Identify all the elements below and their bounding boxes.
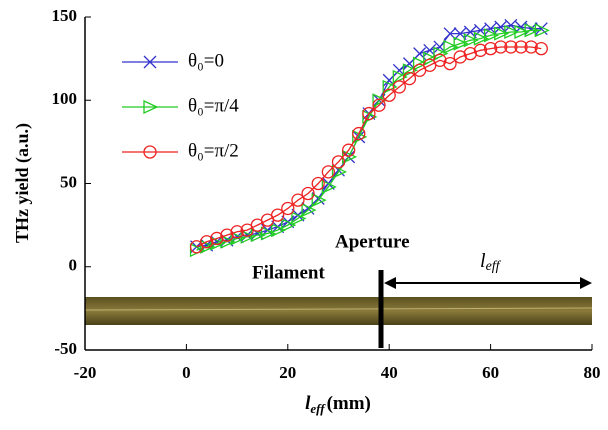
filament-image [85, 297, 592, 325]
marker [281, 201, 295, 216]
x-tick-label: -20 [74, 363, 97, 382]
marker [372, 98, 386, 112]
marker [331, 155, 346, 169]
marker [392, 80, 406, 94]
marker [463, 46, 477, 61]
y-tick-label: -50 [54, 339, 77, 358]
marker [200, 235, 214, 249]
marker [402, 63, 419, 78]
marker [433, 53, 447, 67]
y-tick-label: 50 [60, 172, 77, 191]
legend-label: θ₀=0 [188, 50, 224, 71]
legend-label: θ₀=π/2 [188, 140, 239, 161]
marker [311, 193, 327, 208]
legend-marker [143, 99, 159, 115]
marker [291, 211, 307, 226]
x-tick-label: 0 [182, 363, 191, 382]
marker [443, 56, 457, 71]
marker [534, 41, 548, 56]
marker [301, 186, 315, 201]
marker [494, 40, 508, 54]
aperture-label: Aperture [335, 231, 410, 252]
marker [504, 24, 520, 40]
marker [311, 176, 325, 191]
marker [230, 231, 246, 246]
marker [443, 39, 459, 54]
marker [331, 164, 348, 179]
legend-label: θ₀=π/4 [188, 95, 239, 116]
marker [453, 50, 467, 64]
marker [524, 40, 538, 54]
x-tick-label: 60 [482, 363, 499, 382]
marker [341, 143, 356, 157]
marker [524, 23, 540, 38]
series-line [196, 46, 542, 248]
marker [372, 93, 388, 108]
marker [483, 41, 498, 56]
marker [200, 239, 216, 254]
legend-marker [143, 55, 157, 69]
filament-label: Filament [252, 262, 325, 283]
marker [473, 43, 488, 57]
marker [321, 179, 337, 194]
length-label: leff [480, 250, 502, 275]
marker [321, 165, 336, 179]
marker [382, 79, 398, 94]
y-tick-label: 100 [52, 89, 78, 108]
marker [220, 228, 234, 242]
legend: θ₀=0 θ₀=π/4 θ₀=π/2 [112, 35, 282, 170]
y-tick-label: 0 [69, 256, 78, 275]
marker [453, 36, 469, 51]
x-tick-label: 80 [584, 363, 601, 382]
marker [352, 126, 366, 141]
x-tick-label: 20 [279, 363, 296, 382]
marker [291, 193, 305, 207]
marker [483, 28, 500, 43]
marker [514, 40, 528, 54]
marker [402, 71, 417, 86]
marker [433, 46, 449, 61]
marker [260, 226, 277, 241]
x-tick-label: 40 [381, 363, 398, 382]
marker [514, 24, 530, 40]
marker [412, 56, 429, 71]
filament-line [84, 307, 593, 311]
marker [473, 31, 490, 46]
marker [281, 218, 297, 233]
marker [494, 26, 510, 41]
marker [271, 223, 287, 238]
marker [463, 33, 479, 48]
marker [230, 225, 244, 239]
y-axis-label: THz yield (a.u.) [12, 123, 33, 243]
y-tick-label: 150 [52, 6, 78, 25]
marker [210, 236, 226, 251]
marker [271, 208, 285, 222]
x-axis-label: leff (mm) [305, 393, 371, 416]
marker [210, 231, 224, 246]
legend-box [112, 35, 282, 170]
marker [382, 88, 396, 102]
marker [220, 234, 236, 249]
marker [423, 51, 439, 66]
marker [392, 69, 408, 84]
legend-marker [143, 145, 157, 159]
marker [362, 106, 376, 121]
marker [504, 40, 518, 54]
marker [534, 23, 550, 38]
marker [301, 203, 317, 218]
